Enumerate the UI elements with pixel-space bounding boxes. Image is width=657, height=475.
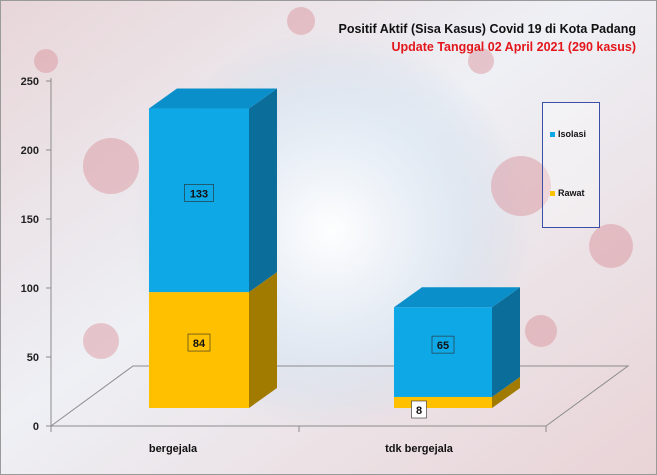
- y-tick-label: 150: [21, 214, 39, 226]
- chart-subtitle: Update Tanggal 02 April 2021 (290 kasus): [391, 40, 636, 54]
- bar-rawat-1-side: [492, 376, 520, 408]
- y-tick-label: 200: [21, 145, 39, 157]
- data-label-box: [184, 184, 214, 202]
- bar-isolasi-1-top: [394, 287, 520, 308]
- bar-group: 84 133 8 65: [149, 88, 520, 419]
- legend-label-rawat: Rawat: [558, 188, 585, 198]
- bar-rawat-1-front: [394, 396, 492, 408]
- legend-item-isolasi: Isolasi: [550, 129, 586, 139]
- x-tick-label: tdk bergejala: [385, 443, 454, 455]
- data-label-text: 65: [437, 340, 449, 352]
- legend-item-rawat: Rawat: [550, 188, 585, 198]
- bar-isolasi-0-side: [249, 88, 277, 293]
- y-tick-label: 0: [33, 421, 39, 433]
- bar-rawat-0-side: [249, 272, 277, 408]
- data-label-box: [431, 335, 455, 354]
- x-axis-labels: bergejala tdk bergejala: [50, 425, 547, 455]
- legend-label-isolasi: Isolasi: [558, 129, 587, 139]
- y-tick-label: 50: [27, 352, 39, 364]
- data-label-rawat-0: 84: [187, 333, 211, 352]
- chart-legend: Isolasi Rawat: [542, 102, 600, 228]
- x-tick-label: bergejala: [149, 443, 198, 455]
- data-label-isolasi-1: 65: [431, 335, 455, 354]
- data-label-text: 8: [416, 405, 422, 417]
- y-tick-label: 100: [21, 283, 39, 295]
- floor-outline: [49, 365, 630, 427]
- data-label-text: 84: [193, 338, 206, 350]
- data-label-rawat-1: 8: [411, 400, 427, 419]
- data-label-box: [187, 333, 211, 352]
- y-axis: 0 50 100 150 200 250: [21, 76, 52, 433]
- legend-swatch-rawat: [550, 191, 555, 197]
- legend-swatch-isolasi: [550, 132, 555, 138]
- chart-floor: [49, 365, 630, 427]
- bar-isolasi-0-top: [149, 88, 277, 109]
- data-label-isolasi-0: 133: [184, 184, 214, 202]
- bar-isolasi-1-side: [492, 287, 520, 397]
- chart-title: Positif Aktif (Sisa Kasus) Covid 19 di K…: [338, 22, 636, 36]
- data-label-box: [411, 400, 427, 419]
- y-tick-label: 250: [21, 76, 39, 88]
- data-label-text: 133: [190, 188, 208, 200]
